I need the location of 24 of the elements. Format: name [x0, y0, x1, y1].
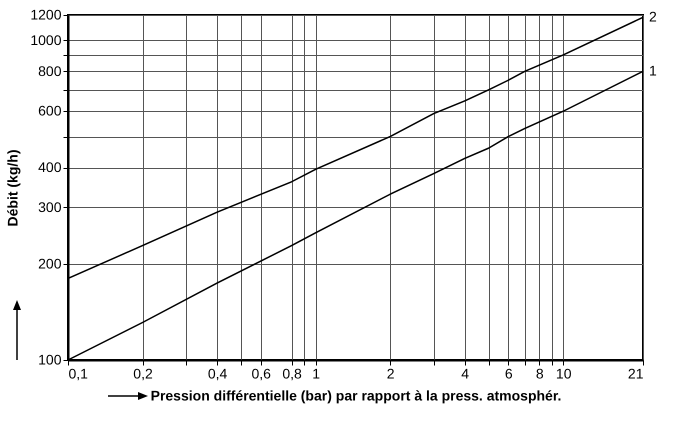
y-axis-title: Débit (kg/h) — [4, 150, 20, 226]
y-tick-label: 400 — [38, 159, 62, 176]
x-tick-label: 8 — [536, 366, 544, 382]
y-tick-label: 300 — [38, 198, 62, 215]
x-tick-label: 0,2 — [133, 366, 153, 382]
x-tick-label: 2 — [386, 366, 395, 382]
y-tick-label: 600 — [38, 102, 62, 119]
x-tick-label: 0,4 — [208, 366, 228, 382]
x-axis-title: Pression différentielle (bar) par rapport à la press. atmosphér. — [150, 388, 562, 404]
y-tick-label: 100 — [38, 352, 62, 368]
x-tick-label: 0,8 — [282, 366, 302, 382]
x-tick-label: 1 — [312, 366, 320, 382]
x-tick-label: 6 — [504, 366, 513, 382]
x-tick-label: 21 — [628, 366, 644, 382]
x-tick-label: 0,1 — [68, 366, 88, 382]
x-tick-label: 10 — [556, 366, 572, 382]
series-label: 1 — [649, 62, 657, 78]
series-label: 2 — [649, 8, 657, 24]
y-tick-label: 800 — [38, 62, 62, 79]
x-tick-label: 4 — [461, 366, 470, 382]
x-tick-label: 0,6 — [251, 366, 272, 382]
y-tick-label: 200 — [38, 255, 62, 272]
y-tick-label: 1000 — [30, 32, 62, 48]
y-tick-label: 1200 — [30, 6, 62, 22]
